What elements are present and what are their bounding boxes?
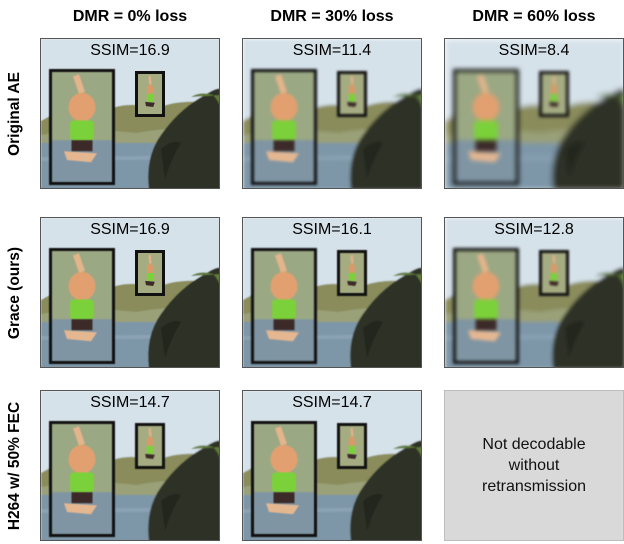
result-image: SSIM=16.9 xyxy=(40,217,220,368)
row-label: Original AE xyxy=(6,71,24,156)
zoomed-inset-box xyxy=(49,69,115,185)
column-header: DMR = 30% loss xyxy=(270,8,394,25)
not-decodable-placeholder: Not decodable without retransmission xyxy=(444,390,624,541)
result-image: SSIM=16.1 xyxy=(242,217,422,368)
result-image: SSIM=11.4 xyxy=(242,38,422,189)
ssim-label: SSIM=11.4 xyxy=(292,42,372,59)
ssim-label: SSIM=16.9 xyxy=(90,221,170,238)
ssim-label: SSIM=12.8 xyxy=(494,221,574,238)
ssim-label: SSIM=8.4 xyxy=(498,42,570,59)
source-region-box xyxy=(539,250,569,296)
result-image: SSIM=8.4 xyxy=(444,38,624,189)
source-region-box xyxy=(135,250,165,296)
row-label: H264 w/ 50% FEC xyxy=(6,401,24,530)
source-region-box xyxy=(337,250,367,296)
source-region-box xyxy=(337,71,367,117)
placeholder-text: Not decodable without retransmission xyxy=(481,436,587,495)
result-image: SSIM=14.7 xyxy=(40,390,220,541)
zoomed-inset-box xyxy=(49,421,115,537)
result-image: SSIM=12.8 xyxy=(444,217,624,368)
ssim-label: SSIM=16.1 xyxy=(292,221,372,238)
column-header: DMR = 0% loss xyxy=(72,8,188,25)
row-label: Grace (ours) xyxy=(6,246,24,339)
ssim-label: SSIM=14.7 xyxy=(90,394,170,411)
zoomed-inset-box xyxy=(453,248,519,364)
source-region-box xyxy=(135,71,165,117)
source-region-box xyxy=(337,423,367,469)
ssim-label: SSIM=16.9 xyxy=(90,42,170,59)
result-image: SSIM=14.7 xyxy=(242,390,422,541)
zoomed-inset-box xyxy=(251,421,317,537)
zoomed-inset-box xyxy=(453,69,519,185)
source-region-box xyxy=(135,423,165,469)
ssim-label: SSIM=14.7 xyxy=(292,394,372,411)
zoomed-inset-box xyxy=(251,69,317,185)
zoomed-inset-box xyxy=(251,248,317,364)
zoomed-inset-box xyxy=(49,248,115,364)
source-region-box xyxy=(539,71,569,117)
column-header: DMR = 60% loss xyxy=(472,8,596,25)
result-image: SSIM=16.9 xyxy=(40,38,220,189)
